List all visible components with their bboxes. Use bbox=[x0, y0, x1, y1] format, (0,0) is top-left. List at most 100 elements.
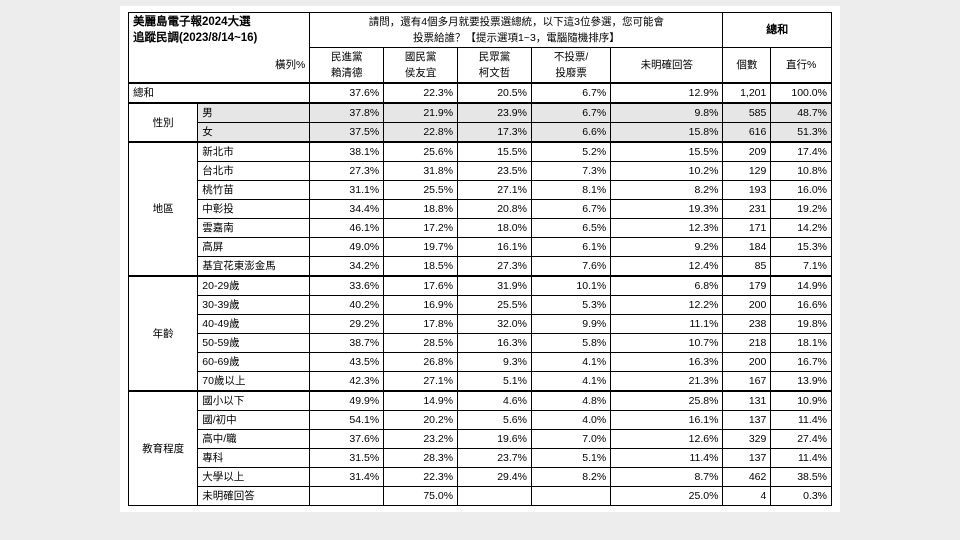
row-label: 桃竹苗 bbox=[198, 181, 310, 200]
survey-title: 美麗島電子報2024大選追蹤民調(2023/8/14~16) bbox=[129, 13, 310, 48]
poll-crosstab-table: 美麗島電子報2024大選追蹤民調(2023/8/14~16) 請問，還有4個多月… bbox=[128, 12, 832, 506]
cell-value: 27.3% bbox=[310, 162, 384, 181]
cell-value: 27.1% bbox=[458, 181, 532, 200]
cell-value: 25.0% bbox=[611, 487, 723, 506]
cell-value: 28.5% bbox=[384, 334, 458, 353]
cell-value: 16.3% bbox=[458, 334, 532, 353]
row-pct: 27.4% bbox=[771, 430, 832, 449]
cell-value: 17.2% bbox=[384, 219, 458, 238]
cell-value: 7.6% bbox=[531, 257, 610, 277]
candidate-header: 國民黨侯友宜 bbox=[384, 48, 458, 84]
cell-value: 16.3% bbox=[611, 353, 723, 372]
row-count: 231 bbox=[723, 200, 771, 219]
row-pct: 19.8% bbox=[771, 315, 832, 334]
cell-value: 5.2% bbox=[531, 142, 610, 162]
cell-value: 11.1% bbox=[611, 315, 723, 334]
cell-value: 6.7% bbox=[531, 200, 610, 219]
cell-value: 4.6% bbox=[458, 391, 532, 411]
cell-value: 8.7% bbox=[611, 468, 723, 487]
cell-value: 31.9% bbox=[458, 276, 532, 296]
cell-value: 49.0% bbox=[310, 238, 384, 257]
cell-value: 8.2% bbox=[611, 181, 723, 200]
cell-value: 22.3% bbox=[384, 468, 458, 487]
group-label: 教育程度 bbox=[129, 391, 198, 506]
cell-value: 4.1% bbox=[531, 353, 610, 372]
row-label: 國小以下 bbox=[198, 391, 310, 411]
poll-table-sheet: 美麗島電子報2024大選追蹤民調(2023/8/14~16) 請問，還有4個多月… bbox=[120, 6, 840, 512]
cell-value: 9.2% bbox=[611, 238, 723, 257]
survey-question: 請問，還有4個多月就要投票選總統，以下這3位參選，您可能會投票給誰？【提示選項1… bbox=[310, 13, 723, 48]
cell-value: 37.5% bbox=[310, 123, 384, 143]
cell-value: 25.5% bbox=[458, 296, 532, 315]
row-pct: 16.0% bbox=[771, 181, 832, 200]
row-count: 4 bbox=[723, 487, 771, 506]
cell-value: 34.4% bbox=[310, 200, 384, 219]
row-pct: 19.2% bbox=[771, 200, 832, 219]
row-label: 男 bbox=[198, 103, 310, 123]
row-count: 131 bbox=[723, 391, 771, 411]
cell-value: 15.5% bbox=[458, 142, 532, 162]
cell-value: 20.8% bbox=[458, 200, 532, 219]
row-count: 129 bbox=[723, 162, 771, 181]
row-count: 462 bbox=[723, 468, 771, 487]
cell-value: 4.0% bbox=[531, 411, 610, 430]
cell-value: 42.3% bbox=[310, 372, 384, 392]
candidate-header: 不投票/投廢票 bbox=[531, 48, 610, 84]
row-pct: 13.9% bbox=[771, 372, 832, 392]
row-pct: 14.2% bbox=[771, 219, 832, 238]
cell-value: 9.9% bbox=[531, 315, 610, 334]
cell-value: 20.2% bbox=[384, 411, 458, 430]
cell-value: 37.8% bbox=[310, 103, 384, 123]
row-pct: 51.3% bbox=[771, 123, 832, 143]
row-label: 雲嘉南 bbox=[198, 219, 310, 238]
row-count: 238 bbox=[723, 315, 771, 334]
cell-value: 54.1% bbox=[310, 411, 384, 430]
cell-value: 10.1% bbox=[531, 276, 610, 296]
colpct-header: 直行% bbox=[771, 48, 832, 84]
row-count: 193 bbox=[723, 181, 771, 200]
row-label: 國/初中 bbox=[198, 411, 310, 430]
cell-value: 6.5% bbox=[531, 219, 610, 238]
cell-value: 9.8% bbox=[611, 103, 723, 123]
row-pct: 10.8% bbox=[771, 162, 832, 181]
row-label: 20-29歲 bbox=[198, 276, 310, 296]
cell-value: 46.1% bbox=[310, 219, 384, 238]
group-label: 地區 bbox=[129, 142, 198, 276]
total-value: 12.9% bbox=[611, 83, 723, 103]
cell-value: 7.3% bbox=[531, 162, 610, 181]
count-header: 個數 bbox=[723, 48, 771, 84]
cell-value: 23.7% bbox=[458, 449, 532, 468]
row-pct: 11.4% bbox=[771, 449, 832, 468]
row-pct: 48.7% bbox=[771, 103, 832, 123]
row-pct-label: 橫列% bbox=[129, 48, 310, 84]
row-label: 70歲以上 bbox=[198, 372, 310, 392]
cell-value bbox=[531, 487, 610, 506]
candidate-header: 未明確回答 bbox=[611, 48, 723, 84]
row-pct: 16.7% bbox=[771, 353, 832, 372]
row-count: 137 bbox=[723, 411, 771, 430]
cell-value: 21.3% bbox=[611, 372, 723, 392]
cell-value: 12.4% bbox=[611, 257, 723, 277]
row-label: 台北市 bbox=[198, 162, 310, 181]
total-value: 20.5% bbox=[458, 83, 532, 103]
cell-value: 40.2% bbox=[310, 296, 384, 315]
row-count: 200 bbox=[723, 353, 771, 372]
row-label: 未明確回答 bbox=[198, 487, 310, 506]
cell-value: 4.8% bbox=[531, 391, 610, 411]
cell-value: 10.7% bbox=[611, 334, 723, 353]
row-label: 新北市 bbox=[198, 142, 310, 162]
row-count: 218 bbox=[723, 334, 771, 353]
row-label: 高中/職 bbox=[198, 430, 310, 449]
cell-value: 5.1% bbox=[531, 449, 610, 468]
row-label: 大學以上 bbox=[198, 468, 310, 487]
cell-value: 18.8% bbox=[384, 200, 458, 219]
row-pct: 16.6% bbox=[771, 296, 832, 315]
cell-value: 14.9% bbox=[384, 391, 458, 411]
total-value: 22.3% bbox=[384, 83, 458, 103]
cell-value: 10.2% bbox=[611, 162, 723, 181]
cell-value: 31.1% bbox=[310, 181, 384, 200]
cell-value: 43.5% bbox=[310, 353, 384, 372]
cell-value: 19.7% bbox=[384, 238, 458, 257]
cell-value: 28.3% bbox=[384, 449, 458, 468]
cell-value: 25.8% bbox=[611, 391, 723, 411]
